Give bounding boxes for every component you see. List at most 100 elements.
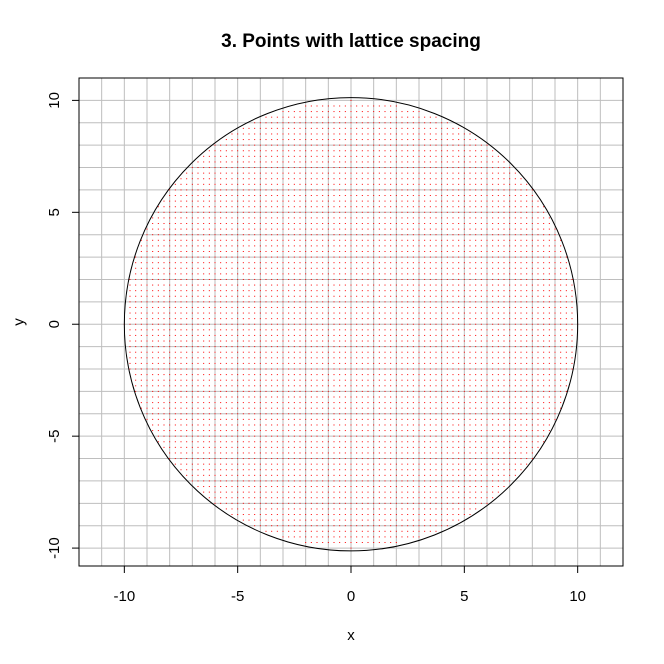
lattice-point (276, 514, 278, 516)
lattice-point (288, 390, 290, 392)
lattice-point (384, 480, 386, 482)
lattice-point (157, 346, 159, 348)
lattice-point (310, 385, 312, 387)
lattice-point (248, 502, 250, 504)
lattice-point (265, 144, 267, 146)
lattice-point (412, 530, 414, 532)
lattice-point (378, 402, 380, 404)
lattice-point (463, 329, 465, 331)
lattice-point (180, 374, 182, 376)
lattice-point (395, 362, 397, 364)
lattice-point (526, 362, 528, 364)
lattice-point (271, 273, 273, 275)
lattice-point (333, 139, 335, 141)
lattice-point (441, 245, 443, 247)
lattice-point (350, 161, 352, 163)
lattice-point (463, 284, 465, 286)
lattice-point (248, 267, 250, 269)
lattice-point (208, 323, 210, 325)
lattice-point (486, 295, 488, 297)
lattice-point (441, 323, 443, 325)
lattice-point (418, 301, 420, 303)
lattice-point (480, 301, 482, 303)
lattice-point (514, 407, 516, 409)
lattice-point (373, 368, 375, 370)
lattice-point (333, 463, 335, 465)
lattice-point (350, 469, 352, 471)
lattice-point (429, 273, 431, 275)
lattice-point (305, 144, 307, 146)
lattice-point (486, 469, 488, 471)
lattice-point (225, 150, 227, 152)
lattice-point (322, 234, 324, 236)
lattice-point (191, 189, 193, 191)
lattice-point (475, 334, 477, 336)
lattice-point (486, 144, 488, 146)
lattice-point (373, 284, 375, 286)
lattice-point (458, 284, 460, 286)
lattice-point (429, 295, 431, 297)
lattice-point (242, 430, 244, 432)
lattice-point (412, 239, 414, 241)
lattice-point (140, 267, 142, 269)
lattice-point (418, 413, 420, 415)
lattice-point (378, 413, 380, 415)
lattice-point (271, 374, 273, 376)
lattice-point (407, 413, 409, 415)
lattice-points (123, 99, 579, 549)
lattice-point (463, 167, 465, 169)
lattice-point (254, 323, 256, 325)
lattice-point (220, 301, 222, 303)
lattice-point (293, 497, 295, 499)
lattice-point (214, 273, 216, 275)
lattice-point (407, 407, 409, 409)
lattice-point (169, 301, 171, 303)
lattice-point (356, 441, 358, 443)
lattice-point (435, 407, 437, 409)
lattice-point (441, 340, 443, 342)
lattice-point (503, 329, 505, 331)
lattice-point (293, 301, 295, 303)
lattice-point (401, 284, 403, 286)
lattice-point (537, 323, 539, 325)
lattice-point (339, 525, 341, 527)
lattice-point (395, 424, 397, 426)
lattice-point (537, 435, 539, 437)
lattice-point (271, 530, 273, 532)
lattice-point (135, 278, 137, 280)
lattice-point (157, 245, 159, 247)
lattice-point (237, 413, 239, 415)
lattice-point (169, 379, 171, 381)
lattice-point (452, 441, 454, 443)
lattice-point (463, 346, 465, 348)
lattice-point (293, 402, 295, 404)
lattice-point (429, 127, 431, 129)
lattice-point (401, 530, 403, 532)
lattice-point (424, 239, 426, 241)
lattice-point (135, 346, 137, 348)
lattice-point (305, 413, 307, 415)
lattice-point (390, 413, 392, 415)
lattice-point (259, 351, 261, 353)
lattice-point (373, 183, 375, 185)
lattice-point (441, 178, 443, 180)
lattice-point (446, 368, 448, 370)
lattice-point (299, 161, 301, 163)
lattice-point (452, 195, 454, 197)
lattice-point (316, 407, 318, 409)
lattice-point (242, 486, 244, 488)
lattice-point (293, 245, 295, 247)
lattice-point (554, 278, 556, 280)
lattice-point (418, 206, 420, 208)
lattice-point (554, 351, 556, 353)
lattice-point (293, 508, 295, 510)
lattice-point (531, 206, 533, 208)
lattice-point (350, 463, 352, 465)
lattice-point (424, 446, 426, 448)
lattice-point (418, 446, 420, 448)
lattice-point (146, 245, 148, 247)
lattice-point (225, 458, 227, 460)
lattice-point (475, 312, 477, 314)
lattice-point (480, 491, 482, 493)
lattice-point (271, 362, 273, 364)
